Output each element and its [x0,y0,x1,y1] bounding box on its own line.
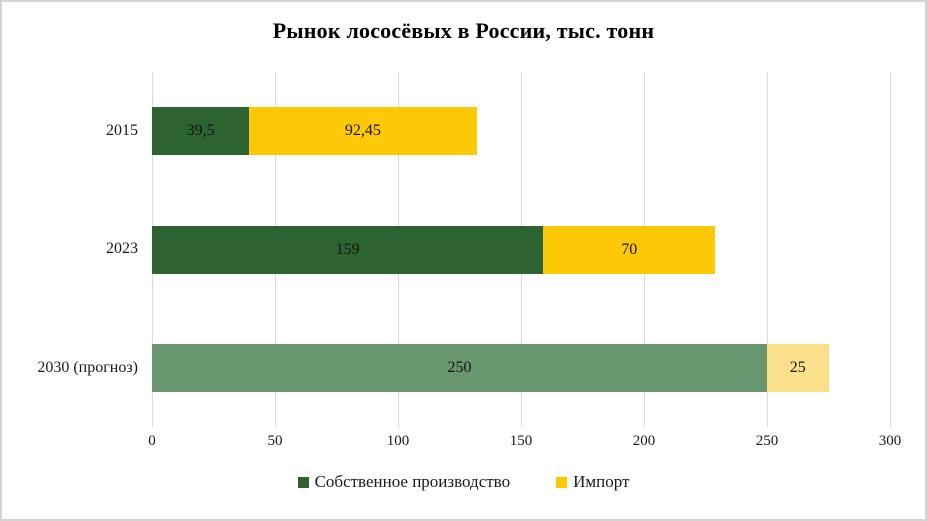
legend-swatch [297,476,309,488]
plot-area: 39,5 92,45 159 70 250 25 [152,72,891,427]
x-tick-label: 200 [632,433,656,449]
x-tick-label: 100 [386,433,410,449]
bar-value-label: 159 [335,240,360,258]
x-tick-label: 50 [267,433,283,449]
gridline [890,72,891,427]
legend-item: Импорт [556,472,629,492]
legend-item: Собственное производство [297,472,511,492]
category-label: 2030 (прогноз) [37,358,138,376]
category-label: 2015 [106,122,138,140]
x-tick-label: 300 [878,433,902,449]
gridline [767,72,768,427]
bar-value-label: 70 [621,240,638,258]
bar-row: 159 70 [152,225,716,274]
category-label: 2023 [106,240,138,258]
bar-segment: 92,45 [249,107,477,156]
category-labels: 2015 2023 2030 (прогноз) [8,72,138,427]
legend-swatch [556,476,568,488]
bar-value-label: 92,45 [344,122,381,140]
legend-label: Импорт [573,472,630,491]
bar-segment: 159 [152,225,544,274]
bar-segment: 70 [543,225,716,274]
legend-label: Собственное производство [314,472,511,491]
bar-value-label: 250 [447,358,472,376]
bar-segment: 250 [152,343,767,392]
bar-segment: 25 [767,343,829,392]
bar-value-label: 39,5 [186,122,215,140]
x-tick-label: 250 [755,433,779,449]
legend: Собственное производство Импорт [2,469,925,495]
x-tick-label: 150 [509,433,533,449]
bar-value-label: 25 [789,358,806,376]
x-axis: 0 50 100 150 200 250 300 [2,433,925,455]
bar-row: 250 25 [152,343,829,392]
bar-segment: 39,5 [152,107,250,156]
bar-row: 39,5 92,45 [152,107,477,156]
x-tick-label: 0 [148,433,156,449]
chart-title: Рынок лососёвых в России, тыс. тонн [272,18,655,43]
